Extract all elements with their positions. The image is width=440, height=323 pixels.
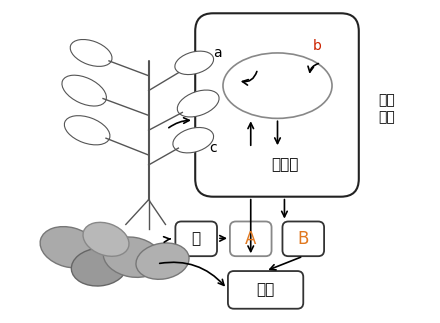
- Text: A: A: [245, 230, 257, 248]
- FancyBboxPatch shape: [195, 13, 359, 197]
- FancyBboxPatch shape: [282, 222, 324, 256]
- Text: 块茎: 块茎: [257, 282, 275, 297]
- Ellipse shape: [64, 116, 110, 145]
- FancyBboxPatch shape: [176, 222, 217, 256]
- Ellipse shape: [40, 227, 99, 268]
- Text: a: a: [213, 46, 221, 60]
- Text: 有机物: 有机物: [271, 158, 298, 172]
- Ellipse shape: [175, 51, 213, 75]
- Ellipse shape: [83, 222, 129, 256]
- FancyBboxPatch shape: [230, 222, 271, 256]
- Text: B: B: [297, 230, 309, 248]
- Ellipse shape: [70, 39, 112, 67]
- Ellipse shape: [177, 90, 219, 117]
- Text: 叶肉
细胞: 叶肉 细胞: [378, 93, 395, 124]
- FancyBboxPatch shape: [228, 271, 303, 309]
- Ellipse shape: [71, 248, 127, 286]
- Text: 根: 根: [192, 231, 201, 246]
- Ellipse shape: [103, 237, 162, 277]
- Text: c: c: [209, 141, 217, 155]
- Ellipse shape: [62, 75, 106, 106]
- Ellipse shape: [173, 128, 213, 153]
- Text: b: b: [313, 39, 322, 53]
- Ellipse shape: [136, 243, 189, 279]
